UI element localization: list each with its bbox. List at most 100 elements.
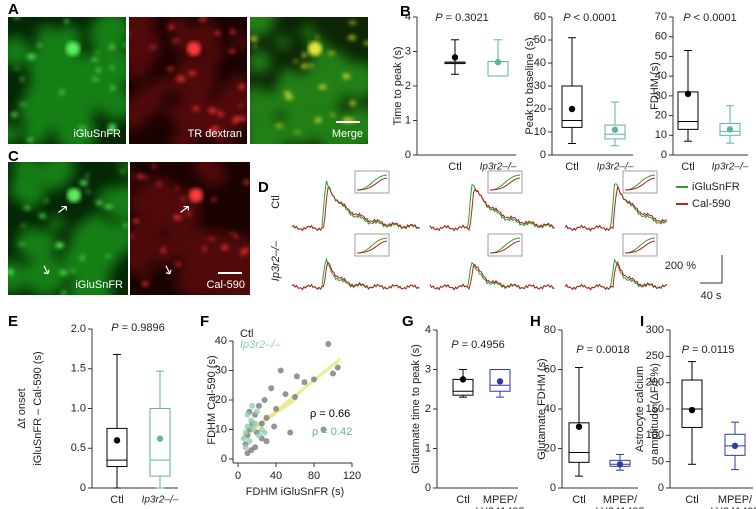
mean-dot [684,90,692,98]
y-tick-label: 30 [655,90,667,102]
spot [104,255,113,258]
spot [232,119,238,124]
glow-blob [196,102,221,128]
glow-blob [63,256,82,275]
spot [363,41,368,45]
scatter-point [244,423,251,430]
glow-blob [190,279,203,292]
y-tick-label: 70 [655,11,667,23]
scatter-point [268,385,275,392]
y-tick-label: 0 [425,482,431,494]
y-axis-label: Glutamate FDHM (s) [536,358,548,459]
spots [130,164,250,287]
scale-label: 40 s [701,290,722,302]
scatter-point [250,426,257,433]
scatter-point [255,432,262,439]
spot [91,57,99,62]
glow-blob [8,36,30,67]
image-label: Merge [332,128,363,140]
glow-blob [18,181,45,208]
glow-blob [70,224,97,251]
glow-blob [288,73,314,99]
spot [13,17,21,19]
p-value: P < 0.0001 [563,12,617,24]
spot [238,84,245,90]
x-tick-label: Ctl [681,161,694,173]
mean-dot [568,105,576,113]
spot [208,108,216,112]
spot [315,36,320,39]
scatter-point [311,376,317,383]
spot [327,51,336,55]
y-tick-label: 200 [646,377,664,389]
p-value: P = 0.0018 [576,344,630,356]
spot [301,52,307,58]
spot [54,243,59,248]
y-tick-label: 30 [534,80,546,92]
spot [203,246,207,253]
spot [19,103,28,106]
scatter-point [242,429,249,436]
spot [238,104,243,108]
y-tick-label: 40 [534,57,546,69]
spot [38,213,47,219]
glow-blob [92,17,126,51]
spot [107,123,117,130]
spot [15,67,20,70]
spot [37,43,42,48]
y-axis-label: FDHM Cal-590 (s) [206,355,218,444]
image-label: iGluSnFR [75,279,123,291]
box [149,408,171,477]
mean-dot [726,126,734,133]
scatter-point [242,444,249,451]
p-value: P = 0.9896 [111,322,165,334]
panel-letter: A [8,1,19,18]
spot [348,21,357,25]
x-tick-label: 120 [343,470,361,482]
x-axis-label: FDHM iGluSnFR (s) [246,486,344,498]
spot [210,126,220,133]
spot [239,116,247,121]
spot [79,179,89,186]
y-tick-label: 1.5 [71,363,86,375]
spot [96,50,100,54]
micrograph [8,17,126,144]
spot [130,234,134,239]
y-tick-label: 50 [655,50,667,62]
cell [65,41,80,56]
glow-blob [28,47,66,86]
y-axis-label: Peak to baseline (s) [524,37,536,134]
spot [293,131,302,134]
glow-blob [232,33,247,50]
x-tick-label: Ip3r2–/– [712,162,749,173]
glow-blob [168,17,188,35]
micrograph [250,17,368,144]
row-label: Ip3r2–/– [270,240,282,281]
spots [8,170,128,295]
mean-dot [575,423,583,430]
spot [81,131,85,137]
spot [199,17,207,22]
x-tick-label: Ctl [110,494,123,506]
scatter-point [252,444,259,451]
spot [109,44,115,50]
y-tick-label: 100 [646,429,664,441]
scatter-point [325,340,332,347]
spot [314,117,322,123]
mean-dot [688,406,696,414]
panel-letter: C [8,148,19,165]
y-tick-label: 20 [544,442,556,454]
glow-blob [138,212,165,240]
spot [347,35,356,41]
spot [60,290,67,295]
y-tick-label: 2 [425,403,431,415]
panel-letter: E [8,313,18,330]
scatter-point [277,367,284,374]
image-label: iGluSnFR [73,128,121,140]
y-axis-label: FDHM (s) [649,62,661,110]
scatter-point [254,408,260,415]
spot [167,66,174,71]
y-tick-label: 40 [655,70,667,82]
spot [59,270,68,276]
y-axis-label: iGluSnFR – Cal-590 (s) [32,351,44,465]
